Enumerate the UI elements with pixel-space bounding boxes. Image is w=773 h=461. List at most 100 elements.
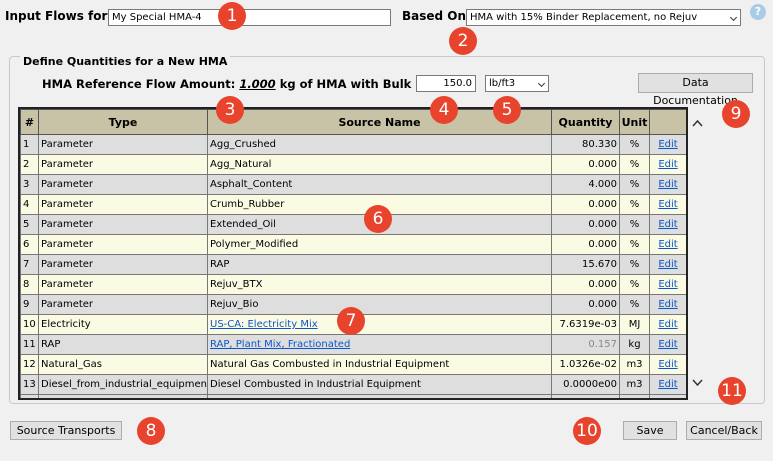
row-unit: % xyxy=(619,254,650,275)
source-name: Polymer_Modified xyxy=(210,239,299,250)
annotation-marker: 4 xyxy=(430,96,458,124)
row-source-cell: Asphalt_Content xyxy=(207,174,552,195)
edit-link[interactable]: Edit xyxy=(658,159,678,170)
row-quantity: 0.000 xyxy=(551,154,620,175)
quantities-group xyxy=(9,56,765,404)
edit-link[interactable]: Edit xyxy=(658,379,678,390)
source-link[interactable]: RAP, Plant Mix, Fractionated xyxy=(210,339,351,350)
row-source-cell: RAP xyxy=(207,254,552,275)
table-row: 9 Parameter Rejuv_Bio 0.000% Edit xyxy=(20,294,686,315)
edit-link[interactable]: Edit xyxy=(658,199,678,210)
row-action-cell: Edit xyxy=(649,314,686,335)
data-documentation-button[interactable]: Data Documentation xyxy=(638,73,753,107)
source-transports-button[interactable]: Source Transports xyxy=(10,421,122,440)
source-name: Diesel Combusted in Industrial Equipment xyxy=(210,379,421,390)
total-quantity: 100.000 xyxy=(551,394,620,398)
row-type: Electricity xyxy=(38,314,208,335)
reference-label: HMA Reference Flow Amount: xyxy=(42,77,236,91)
name-input[interactable]: My Special HMA-4 xyxy=(108,9,391,26)
row-type: Parameter xyxy=(38,134,208,155)
row-source-cell: Natural Gas Combusted in Industrial Equi… xyxy=(207,354,552,375)
row-type: Parameter xyxy=(38,154,208,175)
row-number: 8 xyxy=(20,274,39,295)
based-on-label: Based On: xyxy=(402,9,471,23)
row-type: Parameter xyxy=(38,234,208,255)
row-type: Parameter xyxy=(38,294,208,315)
row-unit: MJ xyxy=(619,314,650,335)
row-type: Parameter xyxy=(38,274,208,295)
cancel-button[interactable]: Cancel/Back xyxy=(686,421,762,440)
edit-link[interactable]: Edit xyxy=(658,139,678,150)
total-row: Total Percent100.000% xyxy=(20,394,686,398)
edit-link[interactable]: Edit xyxy=(658,239,678,250)
edit-link[interactable]: Edit xyxy=(658,339,678,350)
reference-line: HMA Reference Flow Amount: 1.000 kg of H… xyxy=(42,77,469,91)
row-number: 9 xyxy=(20,294,39,315)
row-unit: kg xyxy=(619,334,650,355)
row-source-cell: Rejuv_Bio xyxy=(207,294,552,315)
reference-amount: 1.000 xyxy=(239,77,276,91)
row-number: 11 xyxy=(20,334,39,355)
annotation-marker: 1 xyxy=(218,2,246,30)
save-button[interactable]: Save xyxy=(623,421,677,440)
row-action-cell: Edit xyxy=(649,134,686,155)
row-unit: % xyxy=(619,274,650,295)
row-action-cell: Edit xyxy=(649,194,686,215)
edit-link[interactable]: Edit xyxy=(658,319,678,330)
row-action-cell: Edit xyxy=(649,274,686,295)
row-action-cell: Edit xyxy=(649,374,686,395)
table-row: 1 Parameter Agg_Crushed 80.330% Edit xyxy=(20,134,686,155)
flows-table-container: # Type Source Name Quantity Unit 1 Parameter A… xyxy=(18,107,688,400)
scroll-arrows xyxy=(692,119,703,387)
row-type: Parameter xyxy=(38,194,208,215)
row-source-cell: Polymer_Modified xyxy=(207,234,552,255)
edit-link[interactable]: Edit xyxy=(658,279,678,290)
edit-link[interactable]: Edit xyxy=(658,299,678,310)
row-quantity: 7.6319e-03 xyxy=(551,314,620,335)
row-quantity: 0.000 xyxy=(551,294,620,315)
based-on-select[interactable]: HMA with 15% Binder Replacement, no Reju… xyxy=(466,9,741,26)
annotation-marker: 6 xyxy=(364,205,392,233)
group-legend: Define Quantities for a New HMA xyxy=(20,55,231,68)
row-quantity: 0.000 xyxy=(551,234,620,255)
row-unit: % xyxy=(619,174,650,195)
row-number: 12 xyxy=(20,354,39,375)
row-type: Parameter xyxy=(38,254,208,275)
table-row: 8 Parameter Rejuv_BTX 0.000% Edit xyxy=(20,274,686,295)
table-row: 6 Parameter Polymer_Modified 0.000% Edit xyxy=(20,234,686,255)
row-action-cell: Edit xyxy=(649,214,686,235)
density-unit-select[interactable]: lb/ft3 xyxy=(485,75,549,92)
row-action-cell: Edit xyxy=(649,294,686,315)
row-quantity: 0.000 xyxy=(551,274,620,295)
total-cell xyxy=(20,394,39,398)
edit-link[interactable]: Edit xyxy=(658,219,678,230)
source-name: Rejuv_Bio xyxy=(210,299,259,310)
row-unit: % xyxy=(619,234,650,255)
scrollbar[interactable] xyxy=(689,110,706,398)
annotation-marker: 10 xyxy=(573,417,601,445)
source-name: Agg_Natural xyxy=(210,159,272,170)
column-header: Quantity xyxy=(551,109,620,135)
flows-table: # Type Source Name Quantity Unit 1 Parameter A… xyxy=(20,109,686,398)
total-unit: % xyxy=(619,394,650,398)
annotation-marker: 11 xyxy=(718,377,746,405)
table-row: 3 Parameter Asphalt_Content 4.000% Edit xyxy=(20,174,686,195)
table-row: 7 Parameter RAP 15.670% Edit xyxy=(20,254,686,275)
edit-link[interactable]: Edit xyxy=(658,259,678,270)
edit-link[interactable]: Edit xyxy=(658,359,678,370)
row-action-cell: Edit xyxy=(649,354,686,375)
row-source-cell: Rejuv_BTX xyxy=(207,274,552,295)
edit-link[interactable]: Edit xyxy=(658,179,678,190)
row-action-cell: Edit xyxy=(649,234,686,255)
row-source-cell: Diesel Combusted in Industrial Equipment xyxy=(207,374,552,395)
density-input[interactable]: 150.0 xyxy=(416,75,476,92)
source-link[interactable]: US-CA: Electricity Mix xyxy=(210,319,318,330)
row-action-cell: Edit xyxy=(649,154,686,175)
help-icon[interactable]: ? xyxy=(750,4,766,20)
row-number: 2 xyxy=(20,154,39,175)
row-quantity: 0.000 xyxy=(551,194,620,215)
row-unit: m3 xyxy=(619,374,650,395)
annotation-marker: 5 xyxy=(493,96,521,124)
row-number: 1 xyxy=(20,134,39,155)
annotation-marker: 9 xyxy=(722,100,750,128)
